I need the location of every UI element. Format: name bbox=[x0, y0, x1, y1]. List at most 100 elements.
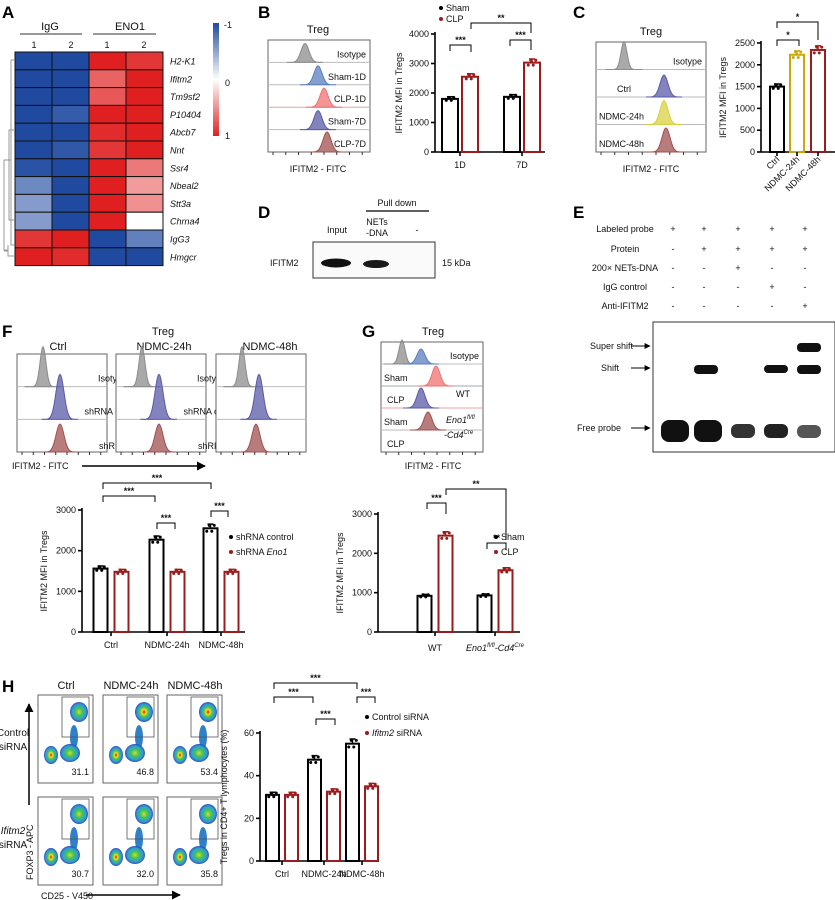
flow-population bbox=[44, 746, 58, 764]
heatmap-cell bbox=[14, 176, 53, 195]
data-point bbox=[776, 86, 780, 90]
data-point bbox=[368, 782, 372, 786]
data-point bbox=[511, 96, 515, 100]
flow-population bbox=[189, 846, 209, 864]
data-point bbox=[444, 98, 448, 102]
bar bbox=[497, 569, 514, 633]
heatmap-cell bbox=[51, 211, 90, 231]
data-point bbox=[269, 791, 273, 795]
data-point bbox=[228, 568, 232, 572]
data-point bbox=[293, 791, 297, 795]
column-label: 2 bbox=[141, 40, 146, 50]
heatmap-cell bbox=[51, 122, 90, 142]
panel-label-h: H bbox=[2, 677, 14, 696]
legend-sham: Sham bbox=[501, 532, 525, 542]
panel-b: Treg Isotype Sham-1D CLP-1D Sham-7D CLP-7D I… bbox=[267, 3, 545, 174]
data-point bbox=[118, 568, 122, 572]
blot-band-input bbox=[321, 258, 351, 268]
data-point bbox=[820, 45, 824, 49]
emsa-mark: - bbox=[737, 282, 740, 292]
heatmap-cell bbox=[88, 176, 127, 195]
histogram-label: Isotype bbox=[337, 49, 366, 59]
data-point bbox=[121, 571, 125, 575]
significance-bracket bbox=[776, 21, 819, 40]
emsa-mark: - bbox=[737, 301, 740, 311]
data-point bbox=[274, 791, 278, 795]
data-point bbox=[151, 540, 155, 544]
data-point bbox=[95, 568, 99, 572]
band-label-shift: Shift bbox=[601, 363, 620, 373]
flow-population bbox=[109, 848, 123, 866]
y-tick-label: 1000 bbox=[735, 103, 755, 113]
data-point bbox=[442, 531, 446, 535]
y-tick-label: 3000 bbox=[56, 505, 76, 515]
legend-sham: Sham bbox=[446, 3, 470, 13]
emsa-row-label: IgG control bbox=[603, 282, 647, 292]
emsa-mark: - bbox=[771, 301, 774, 311]
data-point bbox=[479, 594, 483, 598]
data-point bbox=[231, 571, 235, 575]
heatmap-cell bbox=[88, 87, 127, 106]
bar bbox=[326, 790, 341, 863]
emsa-mark: + bbox=[735, 263, 740, 273]
heatmap-cell bbox=[51, 104, 90, 124]
histogram-peak bbox=[300, 65, 336, 86]
hist-xlabel: IFITM2 - FITC bbox=[623, 164, 680, 174]
emsa-mark: + bbox=[735, 224, 740, 234]
x-tick-label: WT bbox=[428, 643, 442, 653]
heatmap-cell bbox=[51, 229, 90, 249]
heatmap-cell bbox=[14, 229, 53, 249]
emsa-mark: + bbox=[802, 244, 807, 254]
x-tick-label: Ctrl bbox=[104, 640, 118, 650]
superscript: Cre bbox=[464, 430, 474, 436]
data-point bbox=[447, 95, 451, 99]
treg-gate bbox=[126, 696, 155, 738]
gate-percentage: 35.8 bbox=[200, 869, 218, 879]
significance-label: *** bbox=[455, 35, 466, 45]
histogram-peak bbox=[223, 345, 261, 388]
x-tick-label: 1D bbox=[454, 160, 466, 170]
emsa-mark: - bbox=[703, 282, 706, 292]
histogram-label: shRNA control bbox=[183, 406, 241, 416]
histogram-label: Isotype bbox=[197, 374, 226, 384]
condition-label: NDMC-24h bbox=[103, 680, 158, 692]
histogram-label: Sham bbox=[384, 417, 408, 427]
heatmap-cell bbox=[88, 51, 127, 71]
y-tick-label: 0 bbox=[249, 856, 254, 866]
significance-bracket bbox=[102, 495, 156, 502]
panel-c: Treg Isotype Ctrl NDMC-24h NDMC-48h IFITM2 … bbox=[595, 12, 835, 193]
heatmap-cell bbox=[14, 247, 53, 267]
legend-gene: Eno1 bbox=[267, 547, 288, 557]
gene-label: Stt3a bbox=[170, 199, 191, 209]
heatmap-cell bbox=[125, 122, 164, 142]
shift-band bbox=[764, 365, 788, 373]
emsa-mark: + bbox=[769, 282, 774, 292]
y-tick-label: 4000 bbox=[409, 29, 429, 39]
heatmap-cell bbox=[14, 122, 53, 142]
lane-label-blank: - bbox=[416, 225, 419, 235]
significance-label: *** bbox=[320, 709, 331, 719]
panel-e-emsa: Labeled probe + + + + + Protein - + + + +200× NETs-… bbox=[577, 224, 835, 453]
y-tick-label: 2000 bbox=[56, 546, 76, 556]
y-tick-label: 40 bbox=[244, 771, 254, 781]
heatmap-cell bbox=[88, 140, 127, 160]
heatmap-cell bbox=[88, 247, 127, 267]
emsa-row-label: Protein bbox=[611, 244, 640, 254]
panel-f: Treg Ctrl NDMC-24h NDMC-48h Isotype shRNA… bbox=[12, 326, 307, 650]
flow-plot: 31.1 bbox=[37, 694, 94, 784]
significance-label: * bbox=[796, 12, 800, 22]
colorbar-mid-label: 0 bbox=[225, 78, 230, 88]
significance-label: *** bbox=[124, 486, 135, 496]
bar bbox=[769, 85, 785, 153]
bar bbox=[364, 785, 379, 862]
emsa-mark: + bbox=[802, 224, 807, 234]
x-tick-label: NDMC-48h bbox=[339, 869, 384, 879]
significance-label: *** bbox=[361, 687, 372, 697]
heatmap-cell bbox=[14, 69, 53, 89]
emsa-row-label: Labeled probe bbox=[596, 224, 654, 234]
legend-marker bbox=[494, 550, 498, 554]
y-tick-label: 500 bbox=[740, 125, 755, 135]
histogram-peak bbox=[240, 373, 278, 420]
histogram-label: Sham bbox=[384, 373, 408, 383]
histogram-label: Ctrl bbox=[617, 84, 631, 94]
